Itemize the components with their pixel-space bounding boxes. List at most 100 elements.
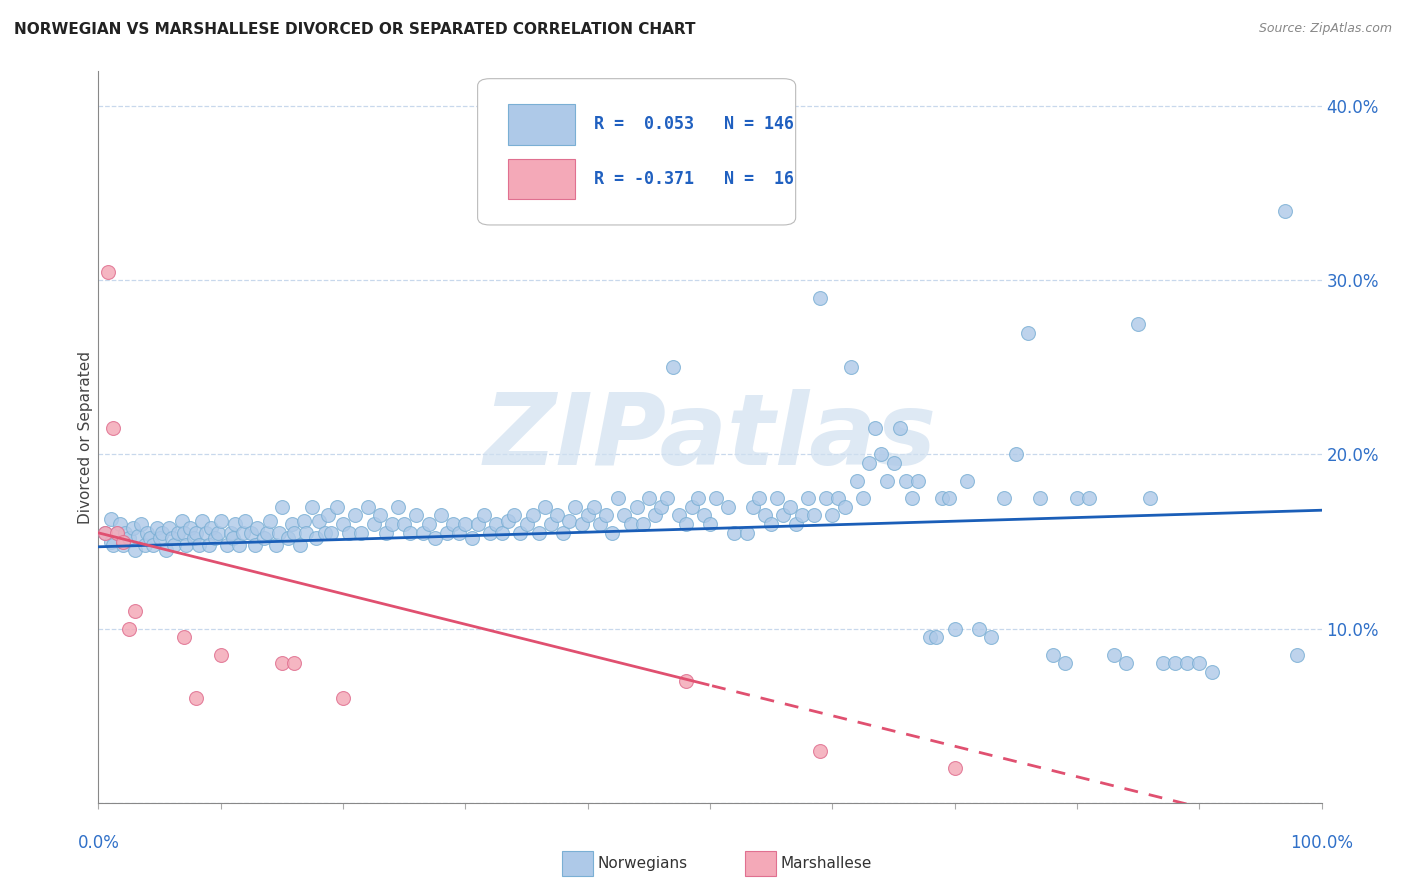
Point <box>222 531 245 545</box>
Point <box>200 521 222 535</box>
Point <box>127 529 149 543</box>
Point <box>118 531 141 545</box>
Point <box>326 500 349 514</box>
Point <box>97 265 120 279</box>
Point <box>839 360 862 375</box>
Point <box>301 500 323 514</box>
Point <box>232 525 254 540</box>
Point <box>195 525 218 540</box>
Point <box>215 538 238 552</box>
Point <box>344 508 367 523</box>
Point <box>305 531 328 545</box>
Point <box>821 508 844 523</box>
Point <box>699 517 721 532</box>
Point <box>675 673 697 688</box>
Point <box>657 491 679 505</box>
Point <box>197 538 219 552</box>
Point <box>441 517 464 532</box>
Point <box>1115 657 1137 671</box>
Point <box>943 761 966 775</box>
Point <box>607 491 630 505</box>
Point <box>803 508 825 523</box>
Point <box>467 517 489 532</box>
Point <box>761 517 783 532</box>
Point <box>259 514 281 528</box>
Point <box>124 604 146 618</box>
Point <box>100 534 122 549</box>
Point <box>292 514 315 528</box>
Text: R = -0.371   N =  16: R = -0.371 N = 16 <box>593 169 794 188</box>
Point <box>332 517 354 532</box>
Point <box>183 531 205 545</box>
Point <box>392 517 416 532</box>
Point <box>173 631 195 645</box>
Point <box>527 525 550 540</box>
Point <box>815 491 838 505</box>
Point <box>1286 648 1309 662</box>
Point <box>270 657 294 671</box>
Point <box>142 538 165 552</box>
Point <box>295 525 318 540</box>
Point <box>576 508 599 523</box>
Point <box>277 531 299 545</box>
Point <box>264 538 287 552</box>
Point <box>105 525 128 540</box>
Point <box>1053 657 1076 671</box>
Point <box>405 508 427 523</box>
Point <box>901 491 924 505</box>
Point <box>176 538 198 552</box>
Text: 0.0%: 0.0% <box>77 834 120 852</box>
Point <box>515 517 537 532</box>
Point <box>1102 648 1125 662</box>
Point <box>418 517 440 532</box>
Point <box>430 508 453 523</box>
Point <box>436 525 458 540</box>
Point <box>496 514 519 528</box>
Point <box>564 500 586 514</box>
Text: ZIPatlas: ZIPatlas <box>484 389 936 485</box>
Point <box>363 517 385 532</box>
Point <box>454 517 477 532</box>
Point <box>681 500 703 514</box>
Point <box>553 525 575 540</box>
Point <box>1175 657 1198 671</box>
Point <box>412 525 434 540</box>
Point <box>129 517 152 532</box>
Bar <box>508 159 575 200</box>
Point <box>582 500 605 514</box>
Point <box>717 500 740 514</box>
Point <box>157 521 180 535</box>
Point <box>619 517 641 532</box>
Point <box>399 525 422 540</box>
Point <box>1042 648 1064 662</box>
Point <box>187 538 209 552</box>
Point <box>558 514 581 528</box>
Point <box>368 508 391 523</box>
Point <box>170 514 193 528</box>
Point <box>1274 203 1296 218</box>
Point <box>686 491 709 505</box>
Point <box>101 538 124 552</box>
Point <box>650 500 672 514</box>
Point <box>209 514 232 528</box>
Point <box>381 517 404 532</box>
Point <box>1201 665 1223 680</box>
Point <box>319 525 342 540</box>
Point <box>1139 491 1161 505</box>
Point <box>907 474 929 488</box>
Point <box>387 500 409 514</box>
Point <box>491 525 513 540</box>
Point <box>136 525 159 540</box>
Point <box>772 508 794 523</box>
Point <box>662 360 685 375</box>
Point <box>256 525 278 540</box>
Point <box>735 525 758 540</box>
Point <box>186 525 208 540</box>
Point <box>101 421 124 435</box>
Point <box>423 531 446 545</box>
Point <box>858 456 880 470</box>
Point <box>1152 657 1174 671</box>
Point <box>503 508 526 523</box>
Point <box>925 631 948 645</box>
Point <box>485 517 508 532</box>
